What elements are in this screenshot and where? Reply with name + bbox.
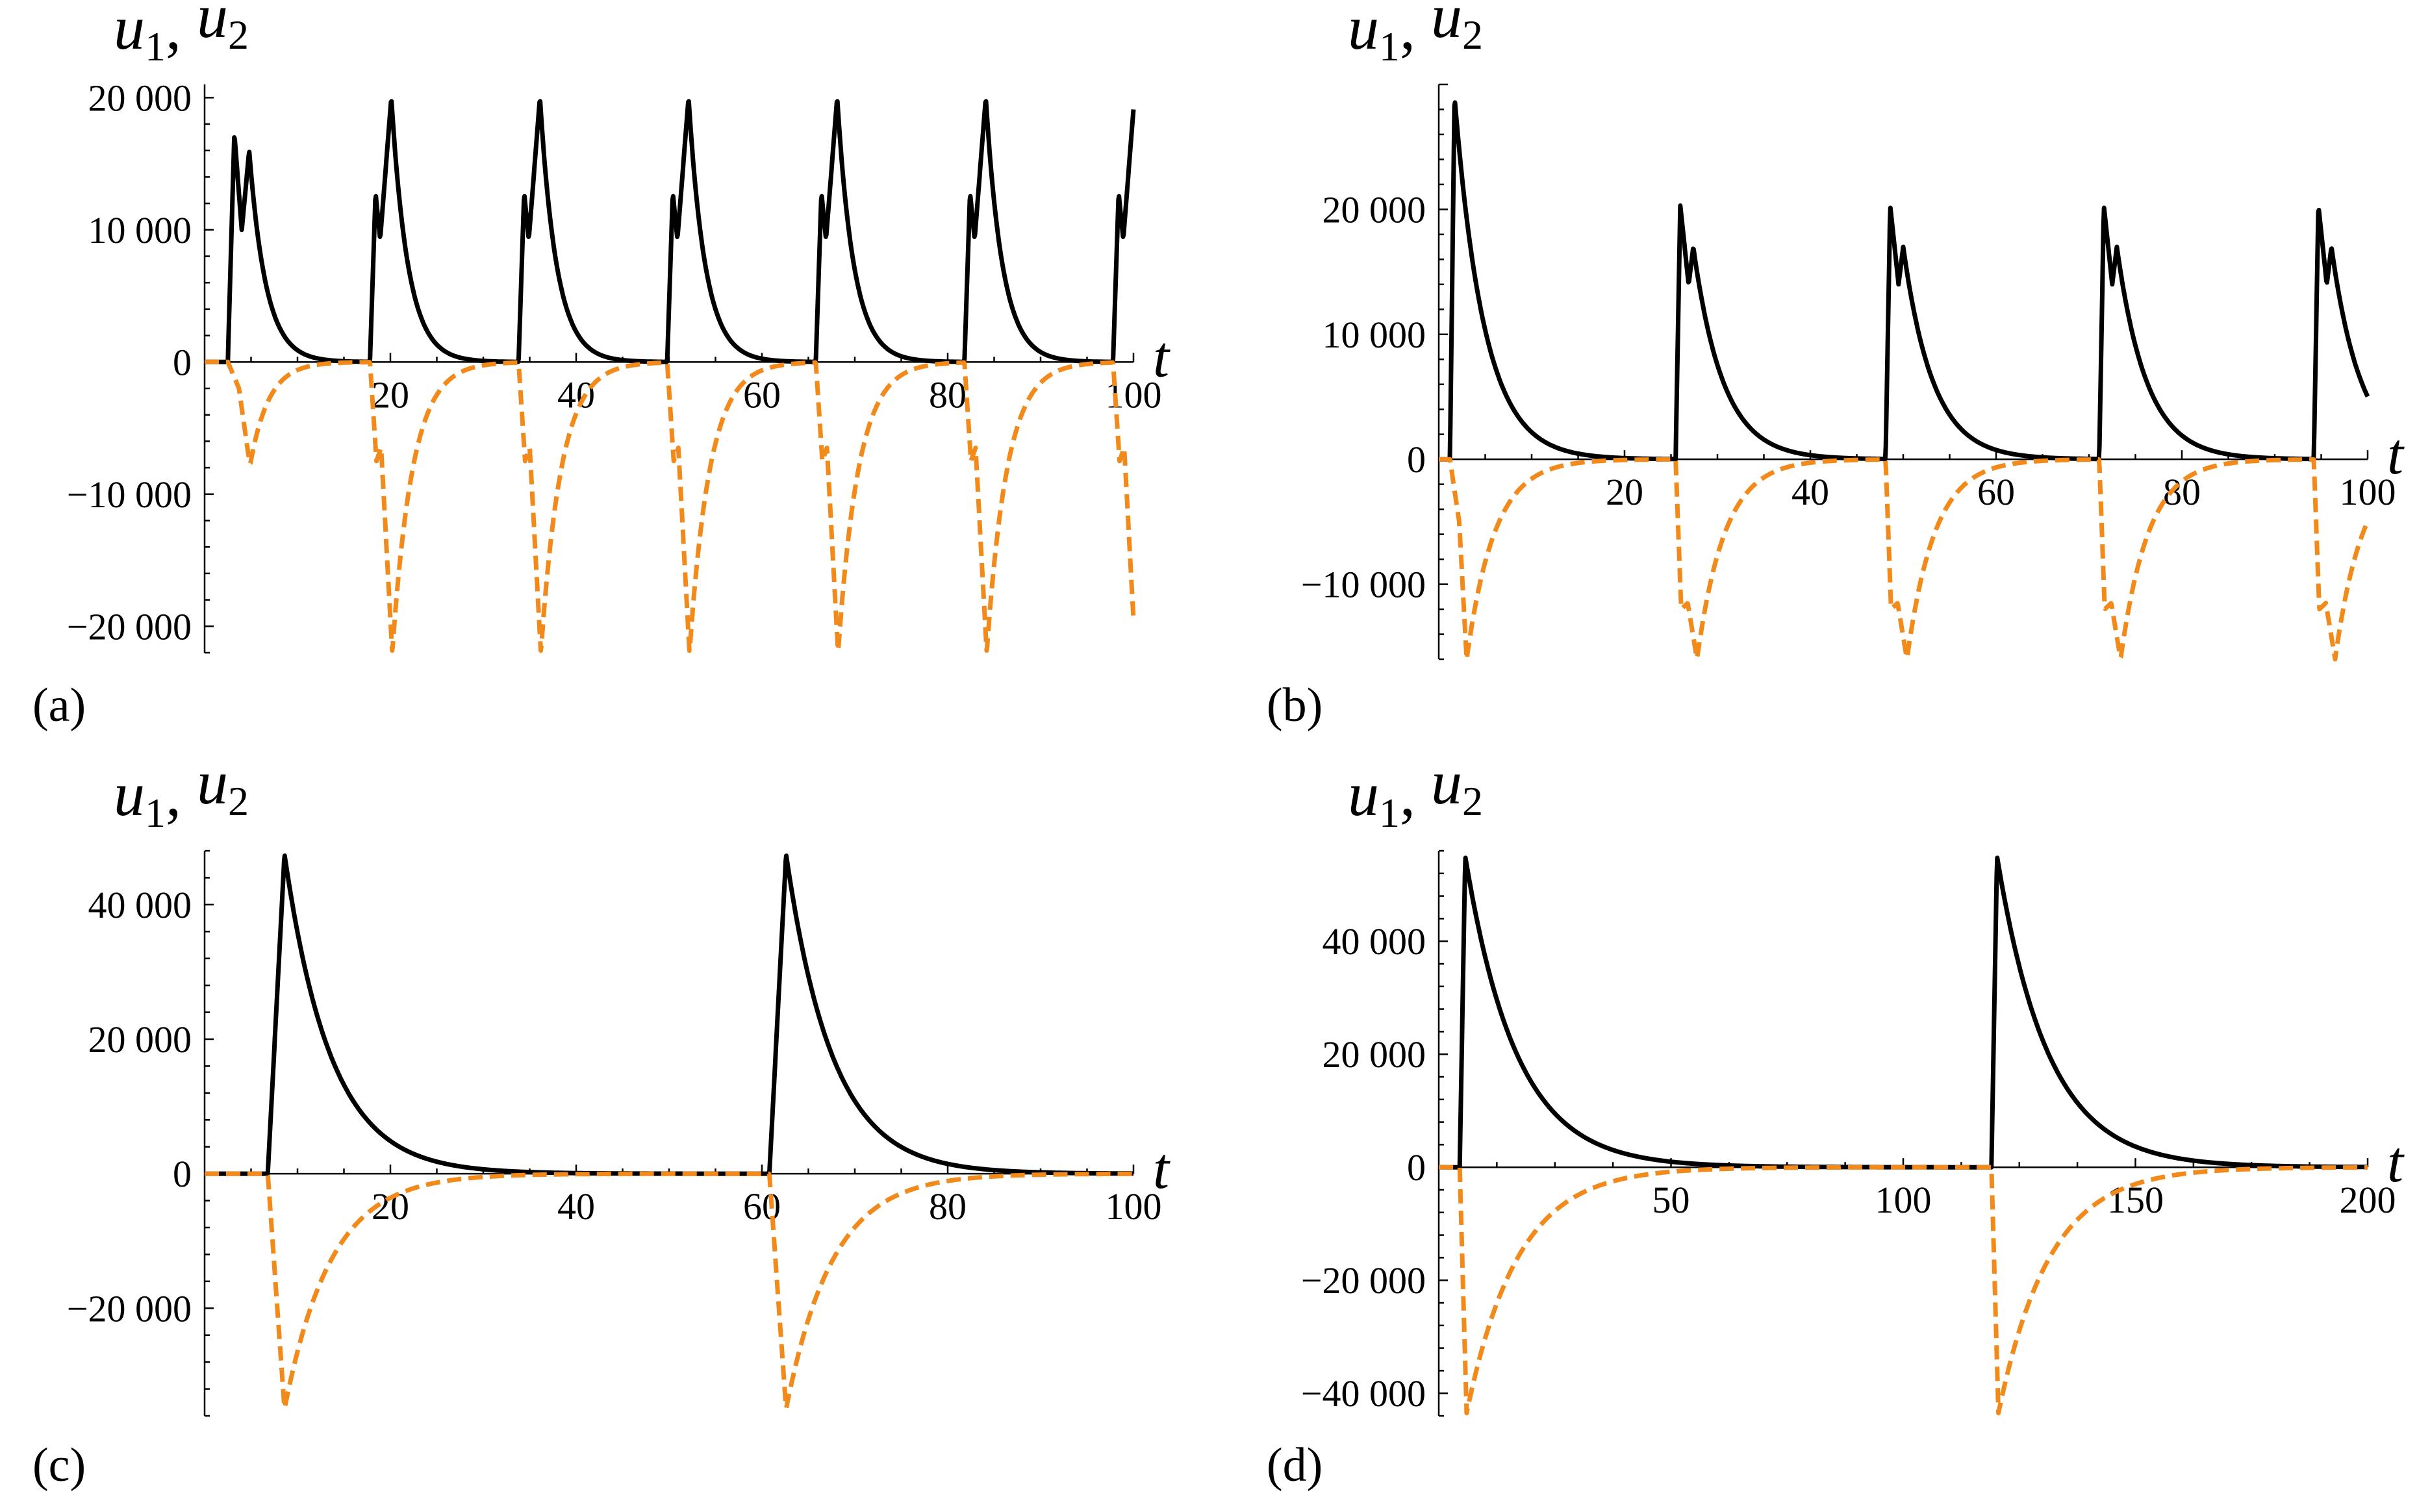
title-sub1: 1	[1379, 790, 1400, 836]
y-tick-label: 0	[1407, 438, 1426, 481]
title-sep: ,	[1400, 0, 1431, 62]
title-var1: u	[114, 759, 145, 829]
x-tick-label: 50	[1652, 1179, 1690, 1221]
series-u1-line	[203, 853, 1135, 1176]
title-sep: ,	[1400, 759, 1431, 829]
y-tick-label: −10 000	[1301, 564, 1426, 606]
panel-title: u1, u2	[1348, 748, 1483, 836]
x-tick-label: 200	[2340, 1179, 2396, 1221]
x-tick-label: 100	[1106, 1185, 1162, 1228]
series-u2-line	[1437, 1165, 2370, 1416]
series-u2-line	[203, 1171, 1135, 1411]
panel-title: u1, u2	[1348, 0, 1483, 69]
series-u1-line	[1437, 100, 2370, 462]
panel-title: u1, u2	[114, 0, 249, 69]
y-tick-label: −20 000	[67, 1287, 192, 1329]
title-var2: u	[197, 748, 228, 817]
x-axis-label: t	[1153, 1137, 1171, 1201]
panel-title: u1, u2	[114, 748, 249, 836]
title-sub2: 2	[1462, 778, 1483, 824]
y-tick-label: 20 000	[88, 77, 192, 119]
series-u1-line	[203, 99, 1136, 364]
title-var2: u	[1431, 0, 1462, 51]
title-var1: u	[114, 0, 145, 62]
panel-label: (b)	[1267, 679, 1323, 732]
title-var2: u	[1431, 748, 1462, 817]
series-u1-line	[1437, 855, 2370, 1170]
y-tick-label: 0	[1407, 1146, 1426, 1189]
x-tick-label: 100	[1875, 1179, 1932, 1221]
x-tick-label: 60	[743, 373, 781, 416]
x-tick-label: 20	[1606, 471, 1643, 513]
title-sub2: 2	[1462, 12, 1483, 58]
panel-label: (a)	[32, 679, 86, 732]
series-u2-line	[1437, 457, 2370, 662]
x-tick-label: 40	[1791, 471, 1829, 513]
y-tick-label: −20 000	[1301, 1259, 1426, 1302]
y-tick-label: 0	[173, 1153, 192, 1195]
x-tick-label: 40	[557, 373, 595, 416]
y-tick-label: 10 000	[88, 209, 192, 251]
y-tick-label: −40 000	[1301, 1372, 1426, 1415]
title-sub2: 2	[228, 778, 249, 824]
y-tick-label: 20 000	[1323, 1033, 1426, 1076]
x-tick-label: 100	[2340, 471, 2396, 513]
title-sub1: 1	[145, 790, 166, 836]
x-axis-label: t	[2387, 422, 2405, 486]
title-sub1: 1	[1379, 23, 1400, 69]
x-tick-label: 80	[929, 373, 967, 416]
series-u2-line	[203, 359, 1136, 653]
y-tick-label: 40 000	[1323, 920, 1426, 963]
title-sep: ,	[166, 0, 197, 62]
panel-label: (c)	[32, 1439, 86, 1492]
title-var2: u	[197, 0, 228, 51]
y-tick-label: 40 000	[88, 884, 192, 926]
panel-label: (d)	[1267, 1439, 1323, 1492]
x-axis-label: t	[2387, 1130, 2405, 1194]
y-tick-label: 10 000	[1323, 314, 1426, 356]
y-tick-label: 20 000	[88, 1018, 192, 1061]
y-tick-label: 20 000	[1323, 188, 1426, 231]
x-tick-label: 60	[1977, 471, 2015, 513]
title-sub2: 2	[228, 12, 249, 58]
y-tick-label: 0	[173, 341, 192, 383]
x-tick-label: 40	[557, 1185, 595, 1228]
x-tick-label: 80	[929, 1185, 967, 1228]
title-sep: ,	[166, 759, 197, 829]
y-tick-label: −10 000	[67, 473, 192, 516]
x-axis-label: t	[1153, 325, 1171, 389]
x-tick-label: 20	[372, 373, 409, 416]
y-tick-label: −20 000	[67, 605, 192, 648]
title-var1: u	[1348, 759, 1379, 829]
x-tick-label: 60	[743, 1185, 781, 1228]
title-var1: u	[1348, 0, 1379, 62]
title-sub1: 1	[145, 23, 166, 69]
